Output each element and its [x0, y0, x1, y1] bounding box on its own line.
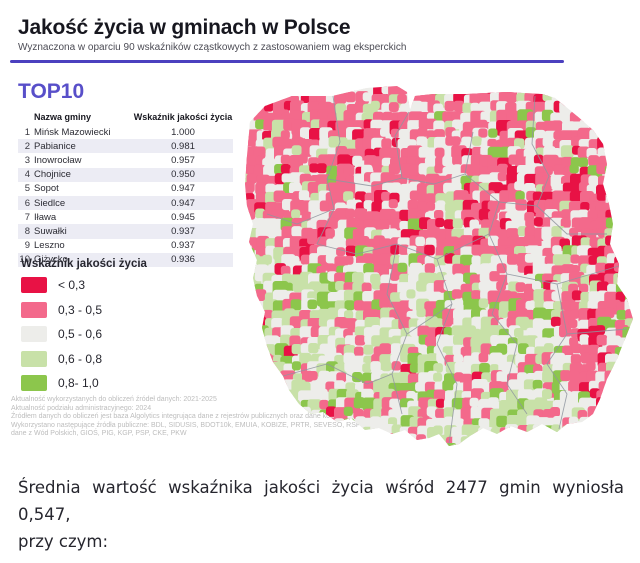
gmina-name-cell: Giżycko	[34, 254, 68, 266]
top10-table: Nazwa gminy Wskaźnik jakości życia 1 Mińs…	[18, 110, 233, 267]
top10-heading: TOP10	[18, 80, 85, 103]
table-row: 10 Giżycko 0.936	[18, 252, 233, 267]
table-header-row: Nazwa gminy Wskaźnik jakości życia	[18, 110, 233, 125]
table-row: 9 Leszno 0.937	[18, 239, 233, 253]
table-row: 4 Chojnice 0.950	[18, 167, 233, 182]
footnote-line: Wykorzystano następujące źródła publiczn…	[11, 421, 511, 429]
gmina-name-cell: Pabianice	[34, 140, 76, 152]
index-value-cell: 0.947	[171, 197, 195, 209]
rank-cell: 7	[24, 211, 30, 223]
index-value-cell: 0.981	[171, 140, 195, 152]
legend-swatch-green	[21, 375, 47, 391]
legend-item: 0,5 - 0,6	[21, 326, 102, 342]
footnote-line: dane z Wód Polskich, GIOŚ, PIG, KGP, PSP…	[11, 430, 187, 438]
index-value-cell: 0.947	[171, 183, 195, 195]
rank-cell: 4	[24, 169, 30, 181]
paragraph-line: Średnia wartość wskaźnika jakości życia …	[18, 478, 624, 524]
legend-item: 0,6 - 0,8	[21, 350, 103, 367]
index-value-cell: 0.950	[171, 169, 195, 181]
index-value-cell: 1.000	[171, 126, 195, 138]
gmina-mosaic	[245, 86, 633, 446]
legend-item: < 0,3	[21, 277, 102, 293]
column-header-value: Wskaźnik jakości życia	[133, 112, 233, 122]
legend-label: 0,5 - 0,6	[58, 327, 103, 341]
rank-cell: 10	[19, 254, 30, 266]
table-row: 8 Suwałki 0.937	[18, 224, 233, 239]
table-row: 5 Sopot 0.947	[18, 182, 233, 196]
index-value-cell: 0.957	[171, 154, 195, 166]
footnote-line: Aktualność wykorzystanych do obliczeń źr…	[11, 396, 217, 403]
paragraph-line: przy czym:	[18, 532, 109, 551]
legend-label: 0,3 - 0,5	[58, 302, 103, 317]
footnote-line: Źródłem danych do obliczeń jest baza Alg…	[11, 413, 361, 421]
gmina-name-cell: Leszno	[34, 240, 65, 252]
article-text: Średnia wartość wskaźnika jakości życia …	[18, 474, 624, 563]
index-value-cell: 0.945	[171, 211, 195, 223]
legend-item: 0,3 - 0,5	[21, 301, 103, 318]
legend-label: 0,8- 1,0	[58, 376, 99, 390]
rank-cell: 2	[24, 140, 30, 152]
rank-cell: 9	[24, 240, 30, 252]
gmina-name-cell: Iława	[34, 211, 57, 223]
gmina-name-cell: Suwałki	[34, 225, 67, 237]
rank-cell: 6	[24, 197, 30, 209]
data-source-footnotes: Aktualność wykorzystanych do obliczeń źr…	[11, 396, 511, 439]
page-title: Jakość życia w gminach w Polsce	[18, 16, 351, 39]
gmina-name-cell: Chojnice	[34, 169, 71, 181]
table-row: 3 Inowrocław 0.957	[18, 153, 233, 167]
poland-choropleth-map	[237, 84, 637, 447]
table-row: 7 Iława 0.945	[18, 210, 233, 224]
index-value-cell: 0.937	[171, 240, 195, 252]
table-row: 1 Mińsk Mazowiecki 1.000	[18, 125, 233, 139]
legend-swatch-red	[21, 277, 47, 293]
table-row: 2 Pabianice 0.981	[18, 139, 233, 154]
rank-cell: 8	[24, 225, 30, 237]
legend-swatch-pink	[21, 301, 47, 318]
poland-map-svg	[245, 86, 633, 446]
legend-swatch-lightgreen	[21, 350, 47, 367]
page-subtitle: Wyznaczona w oparciu 90 wskaźników cząst…	[18, 42, 407, 53]
gmina-name-cell: Sopot	[34, 183, 59, 195]
legend-label: 0,6 - 0,8	[58, 351, 103, 366]
rank-cell: 5	[24, 183, 30, 195]
index-value-cell: 0.936	[171, 254, 195, 266]
map-legend: < 0,3 0,3 - 0,5 0,5 - 0,6 0,6 - 0,8 0,8-…	[21, 277, 102, 400]
legend-swatch-gray	[21, 326, 47, 342]
legend-title: Wskaźnik jakości życia	[21, 258, 147, 270]
gmina-name-cell: Inowrocław	[34, 154, 82, 166]
voivodeship-borders	[266, 95, 628, 445]
rank-cell: 3	[24, 154, 30, 166]
footnote-line: Aktualność podziału administracyjnego: 2…	[11, 404, 152, 412]
gmina-name-cell: Siedlce	[34, 197, 66, 209]
legend-item: 0,8- 1,0	[21, 375, 102, 391]
index-value-cell: 0.937	[171, 225, 195, 237]
column-header-name: Nazwa gminy	[34, 112, 92, 122]
accent-divider	[10, 60, 564, 63]
table-row: 6 Siedlce 0.947	[18, 195, 233, 211]
rank-cell: 1	[24, 126, 30, 138]
legend-label: < 0,3	[58, 278, 86, 292]
gmina-name-cell: Mińsk Mazowiecki	[34, 126, 111, 138]
